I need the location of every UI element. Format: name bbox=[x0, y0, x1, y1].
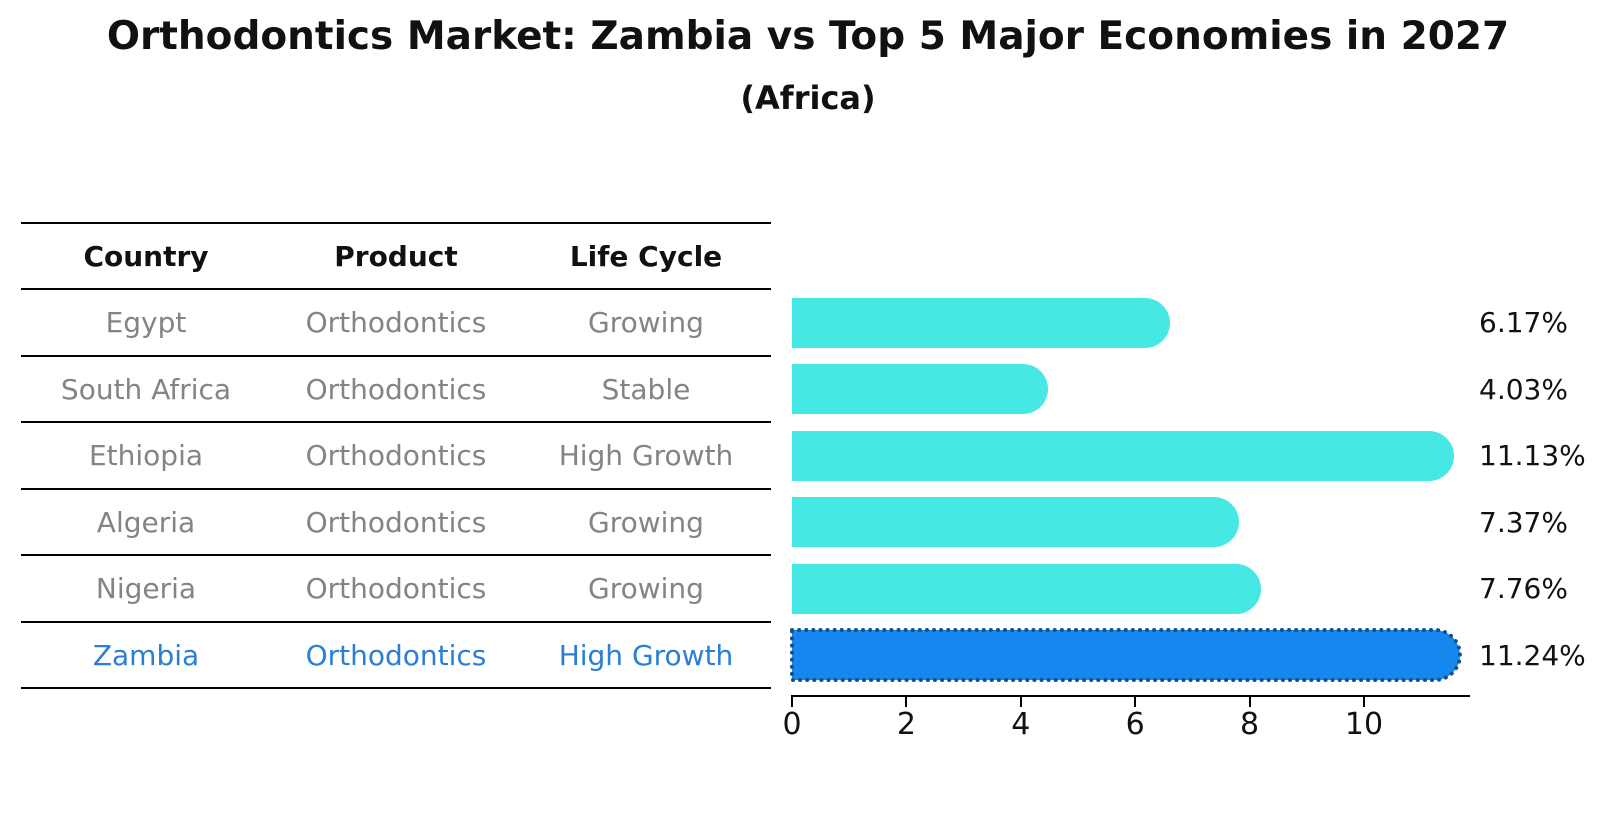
bar-nigeria bbox=[792, 563, 1261, 614]
table-cell-egypt-country: Egypt bbox=[105, 306, 187, 339]
x-tick bbox=[791, 697, 793, 707]
bar-egypt bbox=[792, 297, 1170, 348]
table-cell-algeria-country: Algeria bbox=[96, 505, 196, 539]
bar-outline-zambia bbox=[790, 628, 1462, 682]
table-line bbox=[21, 488, 771, 490]
table-cell-ethiopia-country: Ethiopia bbox=[88, 439, 204, 472]
bar-ethiopia bbox=[792, 430, 1454, 481]
table-cell-algeria-life_cycle: Growing bbox=[588, 505, 704, 539]
table-line bbox=[21, 687, 771, 689]
value-label-nigeria: 7.76% bbox=[1479, 572, 1568, 605]
x-tick-label-8: 8 bbox=[1240, 707, 1260, 742]
table-cell-ethiopia-life_cycle: High Growth bbox=[558, 439, 734, 472]
table-cell-algeria-product: Orthodontics bbox=[305, 505, 487, 539]
table-line bbox=[21, 554, 771, 556]
value-label-egypt: 6.17% bbox=[1479, 306, 1568, 339]
bar-algeria bbox=[792, 497, 1239, 547]
x-tick-label-2: 2 bbox=[896, 707, 916, 742]
x-tick-label-10: 10 bbox=[1344, 707, 1384, 742]
table-cell-south-africa-country: South Africa bbox=[60, 372, 232, 406]
table-cell-zambia-life_cycle: High Growth bbox=[558, 638, 734, 672]
table-cell-ethiopia-product: Orthodontics bbox=[305, 439, 487, 472]
table-line bbox=[21, 421, 771, 423]
table-line bbox=[21, 355, 771, 357]
chart-title: Orthodontics Market: Zambia vs Top 5 Maj… bbox=[106, 14, 1510, 59]
value-label-ethiopia: 11.13% bbox=[1479, 439, 1586, 472]
bar-zambia bbox=[790, 628, 1462, 682]
bar-south-africa bbox=[792, 364, 1048, 414]
table-cell-zambia-country: Zambia bbox=[92, 638, 200, 672]
table-cell-south-africa-life_cycle: Stable bbox=[601, 372, 691, 406]
table-line bbox=[21, 288, 771, 290]
value-label-zambia: 11.24% bbox=[1479, 638, 1586, 672]
table-line bbox=[21, 621, 771, 623]
x-tick bbox=[1248, 697, 1251, 707]
table-cell-nigeria-country: Nigeria bbox=[95, 572, 197, 605]
x-axis-line bbox=[791, 695, 1470, 697]
chart-subtitle: (Africa) bbox=[740, 79, 876, 117]
value-label-south-africa: 4.03% bbox=[1479, 372, 1568, 406]
x-tick-label-6: 6 bbox=[1125, 707, 1145, 742]
table-line bbox=[21, 222, 771, 224]
x-tick bbox=[1134, 697, 1137, 707]
x-tick bbox=[1019, 697, 1022, 707]
column-header-product: Product bbox=[334, 239, 458, 273]
column-header-life-cycle: Life Cycle bbox=[569, 239, 723, 273]
table-cell-south-africa-product: Orthodontics bbox=[305, 372, 487, 406]
value-label-algeria: 7.37% bbox=[1479, 505, 1568, 539]
x-tick bbox=[1363, 697, 1365, 707]
column-header-country: Country bbox=[83, 239, 209, 273]
table-cell-nigeria-life_cycle: Growing bbox=[588, 572, 704, 605]
table-cell-egypt-product: Orthodontics bbox=[305, 306, 487, 339]
x-tick-label-0: 0 bbox=[782, 707, 802, 742]
x-tick bbox=[905, 697, 908, 707]
x-tick-label-4: 4 bbox=[1011, 707, 1031, 742]
table-cell-egypt-life_cycle: Growing bbox=[588, 306, 704, 339]
table-cell-nigeria-product: Orthodontics bbox=[305, 572, 487, 605]
table-cell-zambia-product: Orthodontics bbox=[305, 638, 487, 672]
